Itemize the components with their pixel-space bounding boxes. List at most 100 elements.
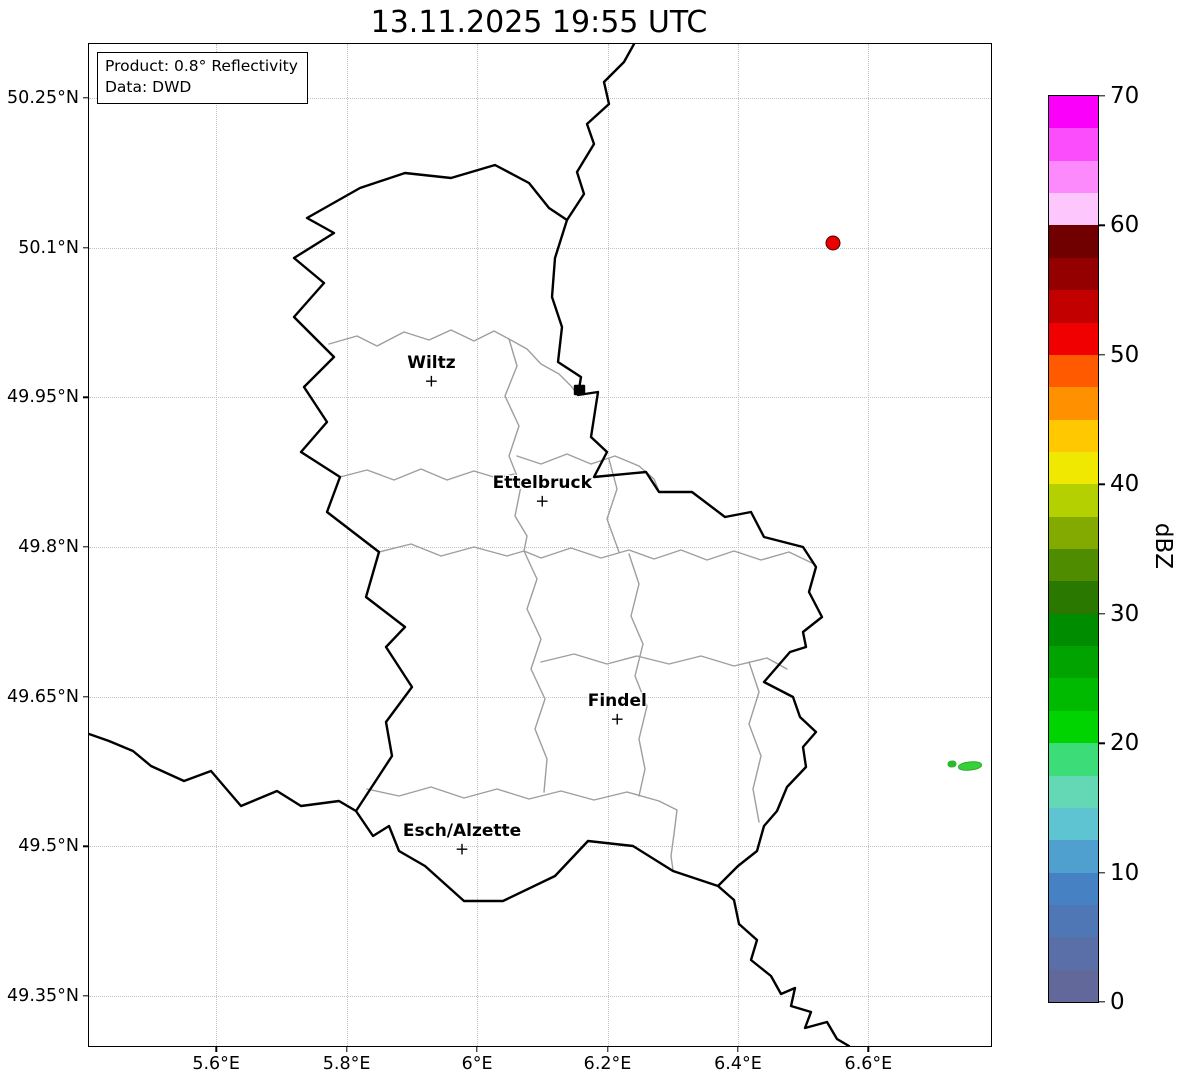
colorbar-tick-mark: [1098, 1001, 1105, 1003]
gridline-lat: [89, 97, 991, 99]
y-tick-label: 49.8°N: [18, 536, 79, 557]
x-tick-label: 6.2°E: [583, 1054, 632, 1074]
colorbar-unit-label: dBZ: [1150, 522, 1176, 570]
colorbar-band: [1049, 646, 1098, 679]
colorbar-band: [1049, 419, 1098, 452]
colorbar-band: [1049, 549, 1098, 582]
x-tick-label: 5.6°E: [192, 1054, 240, 1074]
colorbar-tick-mark: [1098, 742, 1105, 744]
colorbar-band: [1049, 872, 1098, 905]
city-marker: +: [610, 709, 625, 730]
colorbar-tick-label: 0: [1110, 989, 1125, 1015]
colorbar-band: [1049, 322, 1098, 355]
y-tick-label: 50.25°N: [7, 87, 79, 108]
colorbar-tick-mark: [1098, 95, 1105, 97]
colorbar-band: [1049, 710, 1098, 744]
colorbar-tick-label: 50: [1110, 341, 1140, 368]
colorbar-band: [1049, 516, 1098, 550]
x-tick-mark: [867, 1046, 870, 1052]
y-tick-mark: [83, 396, 89, 398]
gridline-lat: [89, 846, 991, 848]
border-lines: [89, 44, 851, 1046]
y-tick-mark: [83, 695, 89, 698]
y-tick-label: 49.65°N: [7, 686, 79, 707]
colorbar-band: [1049, 257, 1098, 291]
city-marker: +: [535, 491, 550, 512]
y-tick-label: 49.35°N: [7, 986, 79, 1007]
colorbar-band: [1049, 969, 1098, 1003]
colorbar-band: [1049, 451, 1098, 485]
colorbar-band: [1049, 128, 1098, 161]
x-tick-mark: [215, 1046, 217, 1052]
figure-title: 13.11.2025 19:55 UTC: [370, 5, 708, 40]
gridline-lat: [89, 996, 991, 998]
gridline-lat: [89, 247, 991, 249]
gridline-lat: [89, 546, 991, 548]
product-info-box: Product: 0.8° Reflectivity Data: DWD: [97, 52, 308, 104]
france-germany-border: [716, 884, 851, 1046]
x-tick-mark: [606, 1046, 609, 1052]
y-tick-mark: [83, 845, 89, 848]
y-tick-mark: [83, 97, 89, 99]
france-belgium-border: [89, 732, 358, 813]
colorbar: 0 10 20 30 40 50 60 70: [1048, 83, 1139, 1015]
colorbar-tick-mark: [1098, 354, 1105, 356]
x-tick-mark: [476, 1046, 478, 1052]
colorbar-band: [1049, 904, 1098, 938]
luxembourg-border: [292, 163, 824, 903]
colorbar-band: [1049, 484, 1098, 517]
x-tick-label: 6°E: [461, 1054, 493, 1074]
gridline-lat: [89, 696, 991, 698]
colorbar-swatches: [1049, 96, 1098, 1003]
border-feature-square: [573, 384, 586, 396]
gridline-lat: [89, 397, 991, 399]
product-info-line: Product: 0.8° Reflectivity: [105, 57, 298, 75]
echo-cell-northeast: [825, 235, 841, 251]
gridline-lon: [216, 44, 218, 1046]
colorbar-tick-mark: [1098, 871, 1105, 874]
colorbar-band: [1049, 193, 1098, 226]
colorbar-tick-mark: [1098, 224, 1105, 227]
country-borders: [89, 44, 851, 1046]
city-label: Ettelbruck: [492, 473, 592, 494]
colorbar-band: [1049, 581, 1098, 614]
y-tick-mark: [83, 546, 89, 548]
gridline-lon: [868, 44, 870, 1046]
y-tick-label: 49.95°N: [7, 387, 79, 408]
x-tick-label: 5.8°E: [322, 1054, 371, 1074]
colorbar-band: [1049, 678, 1098, 711]
gridline-lon: [346, 44, 348, 1046]
echo-cell-east-small: [947, 759, 957, 768]
colorbar-band: [1049, 937, 1098, 970]
y-tick-mark: [83, 246, 89, 249]
city-label: Esch/Alzette: [402, 821, 522, 842]
colorbar-tick-label: 40: [1110, 471, 1140, 498]
map-plot: Product: 0.8° Reflectivity Data: DWD 5.6…: [7, 43, 992, 1074]
x-tick-mark: [345, 1046, 348, 1052]
y-tick-mark: [83, 995, 89, 997]
gridline-lon: [737, 44, 739, 1046]
city-label: Wiltz: [407, 353, 456, 374]
gridline-lon: [607, 44, 609, 1046]
colorbar-band: [1049, 96, 1098, 129]
colorbar-band: [1049, 775, 1098, 808]
colorbar-band: [1049, 743, 1098, 776]
colorbar-band: [1049, 807, 1098, 841]
x-tick-mark: [737, 1046, 739, 1052]
y-tick-label: 50.1°N: [18, 237, 79, 258]
gridline-lon: [477, 44, 479, 1046]
city-marker: +: [454, 839, 470, 860]
colorbar-tick-mark: [1098, 613, 1105, 615]
colorbar-band: [1049, 613, 1098, 647]
colorbar-tick-label: 30: [1110, 600, 1140, 627]
colorbar-band: [1049, 160, 1098, 194]
colorbar-tick-label: 10: [1110, 859, 1140, 886]
colorbar-band: [1049, 387, 1098, 420]
germany-belgium-border: [565, 44, 636, 222]
city-label: Findel: [587, 690, 647, 711]
colorbar-tick-label: 20: [1110, 730, 1140, 757]
x-tick-label: 6.4°E: [714, 1054, 762, 1074]
colorbar-band: [1049, 290, 1098, 323]
colorbar-tick-label: 60: [1110, 212, 1140, 239]
